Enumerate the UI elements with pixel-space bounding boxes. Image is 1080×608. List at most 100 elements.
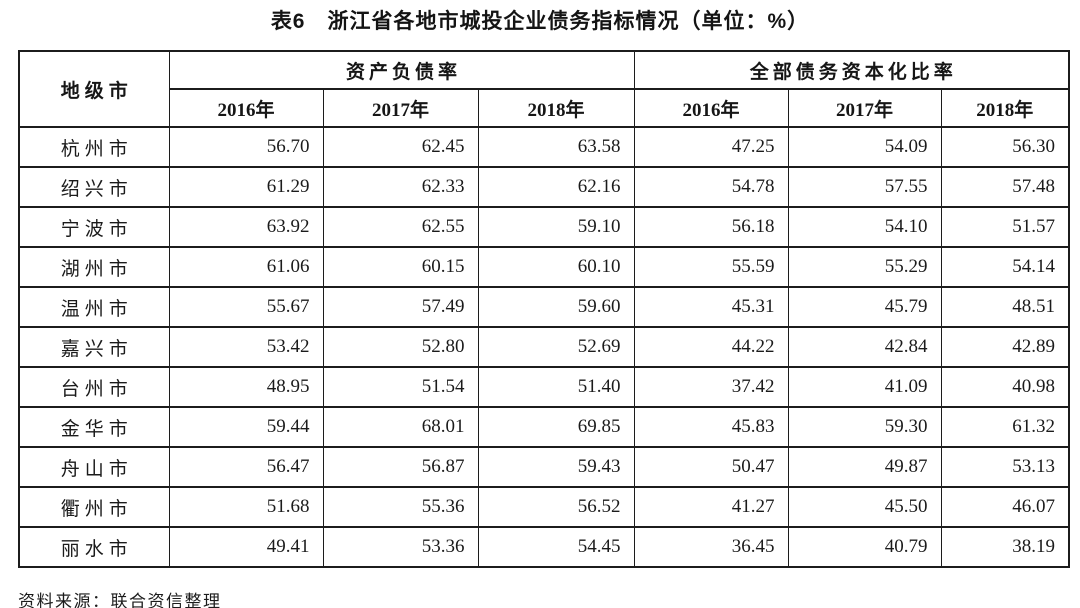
table-row: 舟山市 56.47 56.87 59.43 50.47 49.87 53.13 [18,446,1070,488]
value-cell: 45.83 [633,406,789,448]
value-cell: 59.43 [477,446,635,488]
value-cell: 57.49 [322,286,479,328]
city-cell: 嘉兴市 [18,326,170,368]
value-cell: 61.32 [940,406,1070,448]
column-header-year: 2017年 [787,88,942,128]
value-cell: 45.50 [787,486,942,528]
table-row: 湖州市 61.06 60.15 60.10 55.59 55.29 54.14 [18,246,1070,288]
table-header: 地级市 资产负债率 全部债务资本化比率 2016年 2017年 2018年 20… [18,50,1070,128]
city-cell: 绍兴市 [18,166,170,208]
table-row: 杭州市 56.70 62.45 63.58 47.25 54.09 56.30 [18,126,1070,168]
value-cell: 44.22 [633,326,789,368]
value-cell: 54.78 [633,166,789,208]
value-cell: 54.09 [787,126,942,168]
value-cell: 48.51 [940,286,1070,328]
value-cell: 38.19 [940,526,1070,568]
value-cell: 49.87 [787,446,942,488]
debt-indicators-table: 地级市 资产负债率 全部债务资本化比率 2016年 2017年 2018年 20… [18,50,1071,568]
value-cell: 57.55 [787,166,942,208]
value-cell: 40.98 [940,366,1070,408]
value-cell: 53.42 [168,326,324,368]
value-cell: 49.41 [168,526,324,568]
value-cell: 61.06 [168,246,324,288]
city-cell: 台州市 [18,366,170,408]
value-cell: 36.45 [633,526,789,568]
source-note: 资料来源：联合资信整理 [18,592,222,608]
city-cell: 湖州市 [18,246,170,288]
value-cell: 52.69 [477,326,635,368]
table-title: 表6 浙江省各地市城投企业债务指标情况（单位：%） [270,10,810,33]
value-cell: 42.84 [787,326,942,368]
table-body: 杭州市 56.70 62.45 63.58 47.25 54.09 56.30 绍兴市 61.2… [18,126,1070,568]
value-cell: 41.09 [787,366,942,408]
value-cell: 53.36 [322,526,479,568]
value-cell: 59.30 [787,406,942,448]
value-cell: 59.10 [477,206,635,248]
city-cell: 金华市 [18,406,170,448]
value-cell: 63.58 [477,126,635,168]
value-cell: 55.29 [787,246,942,288]
value-cell: 56.52 [477,486,635,528]
value-cell: 51.57 [940,206,1070,248]
table-row: 绍兴市 61.29 62.33 62.16 54.78 57.55 57.48 [18,166,1070,208]
column-group-asset-liability-ratio: 资产负债率 [168,50,635,90]
column-header-city: 地级市 [18,50,170,128]
value-cell: 55.59 [633,246,789,288]
city-cell: 温州市 [18,286,170,328]
city-cell: 衢州市 [18,486,170,528]
column-header-year: 2016年 [168,88,324,128]
value-cell: 37.42 [633,366,789,408]
table-row: 台州市 48.95 51.54 51.40 37.42 41.09 40.98 [18,366,1070,408]
value-cell: 51.68 [168,486,324,528]
table-row: 温州市 55.67 57.49 59.60 45.31 45.79 48.51 [18,286,1070,328]
value-cell: 62.45 [322,126,479,168]
value-cell: 53.13 [940,446,1070,488]
value-cell: 57.48 [940,166,1070,208]
value-cell: 59.60 [477,286,635,328]
value-cell: 55.67 [168,286,324,328]
value-cell: 51.40 [477,366,635,408]
value-cell: 62.16 [477,166,635,208]
value-cell: 56.70 [168,126,324,168]
value-cell: 50.47 [633,446,789,488]
value-cell: 62.55 [322,206,479,248]
value-cell: 60.10 [477,246,635,288]
table-row: 宁波市 63.92 62.55 59.10 56.18 54.10 51.57 [18,206,1070,248]
value-cell: 54.45 [477,526,635,568]
value-cell: 40.79 [787,526,942,568]
value-cell: 46.07 [940,486,1070,528]
table-row: 金华市 59.44 68.01 69.85 45.83 59.30 61.32 [18,406,1070,448]
value-cell: 45.79 [787,286,942,328]
value-cell: 60.15 [322,246,479,288]
table-row: 衢州市 51.68 55.36 56.52 41.27 45.50 46.07 [18,486,1070,528]
value-cell: 41.27 [633,486,789,528]
header-group-row: 地级市 资产负债率 全部债务资本化比率 [18,50,1070,128]
table-row: 嘉兴市 53.42 52.80 52.69 44.22 42.84 42.89 [18,326,1070,368]
value-cell: 48.95 [168,366,324,408]
city-cell: 宁波市 [18,206,170,248]
value-cell: 42.89 [940,326,1070,368]
value-cell: 56.87 [322,446,479,488]
column-header-year: 2018年 [940,88,1070,128]
value-cell: 55.36 [322,486,479,528]
column-header-year: 2018年 [477,88,635,128]
value-cell: 45.31 [633,286,789,328]
value-cell: 62.33 [322,166,479,208]
value-cell: 52.80 [322,326,479,368]
column-header-year: 2016年 [633,88,789,128]
column-group-total-debt-capitalization-ratio: 全部债务资本化比率 [633,50,1070,90]
table-row: 丽水市 49.41 53.36 54.45 36.45 40.79 38.19 [18,526,1070,568]
value-cell: 51.54 [322,366,479,408]
value-cell: 59.44 [168,406,324,448]
value-cell: 47.25 [633,126,789,168]
value-cell: 69.85 [477,406,635,448]
city-cell: 杭州市 [18,126,170,168]
value-cell: 63.92 [168,206,324,248]
value-cell: 56.30 [940,126,1070,168]
value-cell: 61.29 [168,166,324,208]
value-cell: 54.10 [787,206,942,248]
city-cell: 舟山市 [18,446,170,488]
value-cell: 56.18 [633,206,789,248]
city-cell: 丽水市 [18,526,170,568]
